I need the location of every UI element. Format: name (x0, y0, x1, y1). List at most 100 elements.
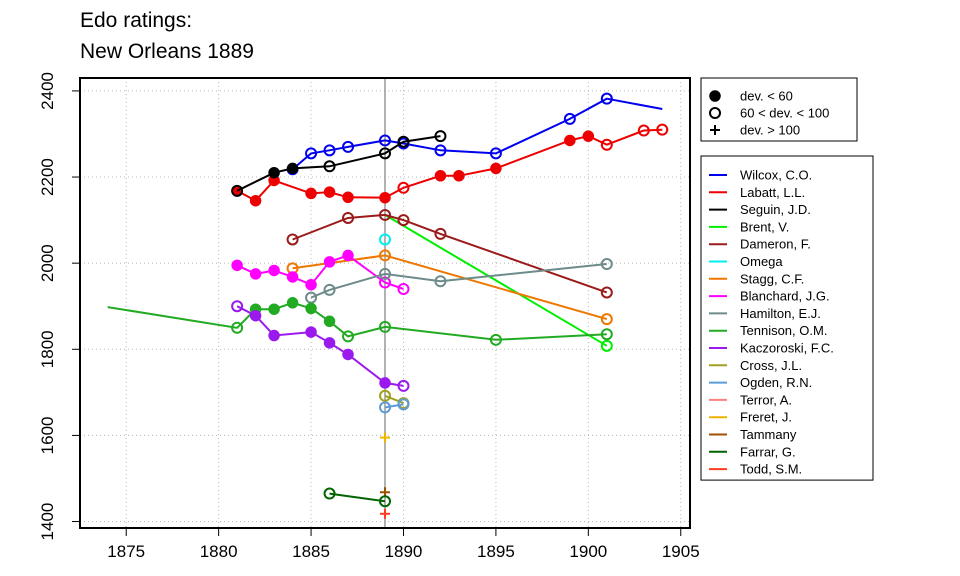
point-labatt-l-l-9 (453, 170, 465, 182)
series-line-wilcox-c-o (291, 97, 663, 171)
legend-label-omega: Omega (740, 254, 783, 269)
series-wilcox-c-o (286, 92, 663, 176)
x-tick-label-1900: 1900 (569, 542, 607, 561)
marker-legend-label-2: dev. > 100 (740, 123, 800, 138)
point-labatt-l-l-15 (656, 123, 669, 136)
point-wilcox-c-o-6 (434, 144, 447, 157)
marker-legend-symbol-1 (709, 107, 721, 119)
point-tennison-o-m-9 (489, 333, 502, 346)
y-tick-label-1400: 1400 (38, 503, 57, 541)
point-blanchard-j-g-0 (231, 259, 243, 272)
point-brent-v-1 (600, 339, 613, 352)
legend-label-labatt-l-l: Labatt, L.L. (740, 185, 805, 200)
point-tennison-o-m-5 (305, 302, 317, 315)
point-hamilton-e-j-1 (323, 283, 336, 296)
point-dameron-f-5 (600, 286, 613, 299)
y-tick-label-2400: 2400 (38, 72, 57, 110)
point-blanchard-j-g-5 (323, 256, 336, 268)
point-kaczoroski-f-c-5 (342, 348, 354, 361)
series-tennison-o-m (107, 297, 613, 346)
point-seguin-j-d-4 (379, 147, 391, 160)
point-labatt-l-l-6 (379, 191, 391, 204)
series-kaczoroski-f-c (231, 300, 410, 392)
point-kaczoroski-f-c-0 (231, 300, 244, 313)
y-tick-label-2200: 2200 (38, 158, 57, 196)
point-wilcox-c-o-3 (342, 140, 355, 153)
point-tennison-o-m-8 (379, 320, 391, 333)
legend-label-cross-j-l: Cross, J.L. (740, 358, 802, 373)
point-labatt-l-l-7 (397, 181, 410, 194)
x-tick-label-1875: 1875 (107, 542, 145, 561)
series-dameron-f (286, 208, 613, 299)
series-line-dameron-f (292, 213, 608, 294)
legend-label-tammany: Tammany (740, 427, 797, 442)
point-wilcox-c-o-2 (323, 144, 336, 157)
legend-label-brent-v: Brent, V. (740, 219, 789, 234)
point-seguin-j-d-3 (323, 160, 336, 173)
legend-label-dameron-f: Dameron, F. (740, 237, 811, 252)
point-kaczoroski-f-c-2 (268, 329, 280, 342)
point-tennison-o-m-3 (268, 303, 280, 315)
point-wilcox-c-o-8 (563, 112, 576, 125)
point-labatt-l-l-1 (249, 194, 262, 207)
series-todd-s-m (380, 508, 390, 519)
point-hamilton-e-j-0 (305, 291, 318, 304)
series-line-hamilton-e-j (310, 263, 607, 299)
point-farrar-g-1 (379, 495, 391, 508)
point-dameron-f-2 (379, 208, 391, 221)
plot-frame (79, 77, 691, 529)
point-hamilton-e-j-3 (434, 275, 447, 288)
point-seguin-j-d-2 (286, 162, 299, 175)
point-labatt-l-l-3 (305, 187, 317, 200)
point-labatt-l-l-11 (564, 134, 576, 147)
series-legend: Wilcox, C.O. Labatt, L.L. Seguin, J.D. Bren… (700, 155, 874, 481)
point-labatt-l-l-8 (434, 170, 447, 182)
marker-legend-label-0: dev. < 60 (740, 89, 793, 104)
point-hamilton-e-j-4 (600, 258, 613, 271)
point-kaczoroski-f-c-6 (379, 377, 391, 389)
point-wilcox-c-o-4 (379, 134, 391, 147)
point-tennison-o-m-1 (231, 321, 244, 334)
legend-label-farrar-g: Farrar, G. (740, 444, 796, 459)
legend-label-freret-j: Freret, J. (740, 410, 792, 425)
x-tick-label-1905: 1905 (662, 542, 700, 561)
series-line-labatt-l-l (236, 128, 663, 202)
marker-legend-box (700, 77, 858, 142)
series-ogden-r-n (379, 398, 410, 414)
series-freret-j (380, 432, 390, 443)
point-labatt-l-l-10 (490, 162, 502, 175)
series-brent-v (384, 214, 613, 352)
chart-title-line-2: New Orleans 1889 (80, 40, 254, 63)
point-wilcox-c-o-7 (489, 147, 502, 160)
y-tick-label-2000: 2000 (38, 244, 57, 282)
point-labatt-l-l-14 (637, 124, 650, 137)
point-ogden-r-n-1 (397, 398, 410, 411)
point-wilcox-c-o-9 (600, 92, 613, 105)
point-seguin-j-d-1 (268, 166, 280, 179)
series-line-blanchard-j-g (236, 254, 404, 290)
point-ogden-r-n-0 (379, 401, 391, 414)
point-tennison-o-m-10 (600, 328, 613, 341)
legend-label-blanchard-j-g: Blanchard, J.G. (740, 289, 830, 304)
point-tennison-o-m-7 (342, 330, 355, 343)
legend-label-ogden-r-n: Ogden, R.N. (740, 375, 812, 390)
y-tick-label-1600: 1600 (38, 417, 57, 455)
legend-label-terror-a: Terror, A. (740, 392, 792, 407)
point-labatt-l-l-5 (342, 191, 354, 204)
legend-label-stagg-c-f: Stagg, C.F. (740, 271, 804, 286)
series-farrar-g (323, 487, 391, 508)
point-seguin-j-d-5 (397, 135, 410, 148)
marker-legend-symbol-0 (709, 90, 721, 102)
point-blanchard-j-g-1 (249, 268, 262, 280)
series-hamilton-e-j (305, 258, 613, 304)
point-cross-j-l-0 (379, 389, 391, 402)
point-dameron-f-1 (342, 211, 355, 224)
series-seguin-j-d (231, 130, 447, 197)
legend-label-seguin-j-d: Seguin, J.D. (740, 202, 811, 217)
point-tennison-o-m-4 (286, 297, 299, 309)
series-line-cross-j-l (384, 394, 404, 405)
point-kaczoroski-f-c-3 (305, 326, 317, 338)
point-blanchard-j-g-6 (342, 249, 354, 262)
series-line-stagg-c-f (292, 254, 608, 321)
